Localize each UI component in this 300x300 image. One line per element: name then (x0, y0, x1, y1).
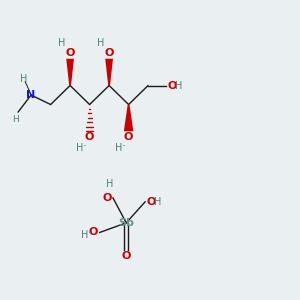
Text: H: H (106, 178, 114, 189)
Text: ·: · (82, 140, 86, 154)
Text: H: H (58, 38, 65, 48)
Text: O: O (122, 251, 131, 261)
Text: O: O (85, 133, 94, 142)
Text: H: H (20, 74, 27, 84)
Text: O: O (124, 133, 133, 142)
Text: O: O (65, 48, 75, 58)
Text: Sb: Sb (118, 218, 134, 228)
Text: H: H (76, 142, 83, 153)
Text: ·: · (87, 227, 91, 241)
Text: O: O (147, 197, 156, 207)
Text: H: H (175, 80, 182, 91)
Text: H: H (97, 38, 104, 48)
Text: H: H (81, 230, 88, 240)
Text: H: H (154, 197, 162, 207)
Polygon shape (66, 59, 74, 86)
Polygon shape (105, 59, 113, 86)
Text: H: H (12, 115, 18, 124)
Text: O: O (89, 227, 98, 238)
Text: H: H (115, 142, 122, 153)
Text: N: N (26, 90, 36, 100)
Text: ·: · (121, 140, 125, 154)
Text: O: O (104, 48, 114, 58)
Text: O: O (102, 193, 112, 203)
Polygon shape (124, 104, 134, 131)
Text: O: O (167, 80, 177, 91)
